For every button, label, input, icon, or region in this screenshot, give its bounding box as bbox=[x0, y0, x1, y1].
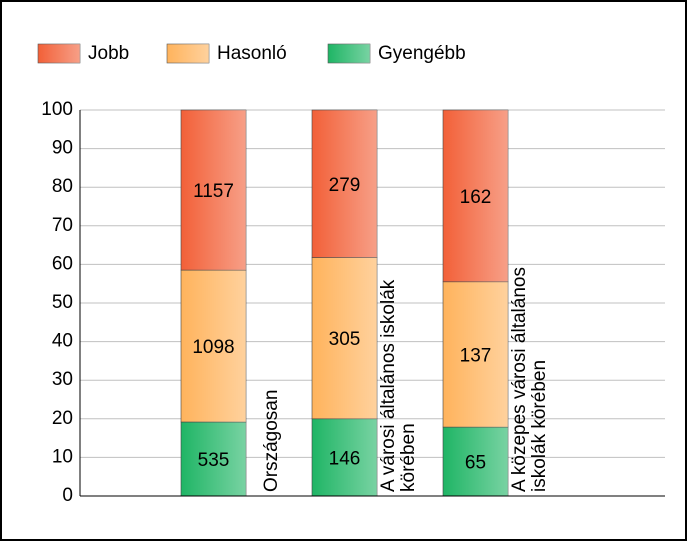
data-label: 65 bbox=[465, 453, 486, 474]
y-tick-label: 80 bbox=[52, 176, 73, 197]
data-label: 137 bbox=[460, 345, 492, 366]
bar-shine bbox=[181, 421, 246, 496]
y-tick-label: 20 bbox=[52, 408, 73, 429]
bar-shine bbox=[312, 418, 377, 496]
x-tick-label: Országosan bbox=[261, 390, 282, 492]
legend-label: Jobb bbox=[88, 43, 129, 64]
x-tick-label: A közepes városi általánosiskolák körébe… bbox=[509, 267, 550, 492]
x-tick-label: A városi általános iskolákkörében bbox=[378, 279, 419, 492]
legend-label: Gyengébb bbox=[378, 43, 466, 64]
data-label: 305 bbox=[329, 329, 361, 350]
y-tick-label: 0 bbox=[62, 485, 73, 506]
bar-shine bbox=[312, 110, 377, 258]
bar-shine bbox=[443, 281, 508, 428]
y-tick-label: 70 bbox=[52, 215, 73, 236]
bar-shine bbox=[443, 427, 508, 496]
y-tick-label: 50 bbox=[52, 292, 73, 313]
legend-swatch-shine bbox=[38, 44, 80, 63]
data-label: 162 bbox=[460, 187, 492, 208]
data-label: 146 bbox=[329, 448, 361, 469]
y-tick-label: 10 bbox=[52, 446, 73, 467]
bar-shine bbox=[443, 110, 508, 282]
y-tick-label: 40 bbox=[52, 331, 73, 352]
legend-swatch-shine bbox=[167, 44, 209, 63]
data-label: 279 bbox=[329, 175, 361, 196]
bar-shine bbox=[181, 110, 246, 271]
legend-swatch-shine bbox=[328, 44, 370, 63]
y-tick-label: 100 bbox=[41, 99, 73, 120]
y-tick-label: 30 bbox=[52, 369, 73, 390]
data-label: 535 bbox=[198, 450, 230, 471]
bar-shine bbox=[181, 270, 246, 422]
data-label: 1157 bbox=[193, 181, 234, 202]
y-tick-label: 60 bbox=[52, 253, 73, 274]
legend-label: Hasonló bbox=[217, 43, 287, 64]
data-label: 1098 bbox=[192, 337, 234, 358]
bar-shine bbox=[312, 257, 377, 419]
y-tick-label: 90 bbox=[52, 138, 73, 159]
